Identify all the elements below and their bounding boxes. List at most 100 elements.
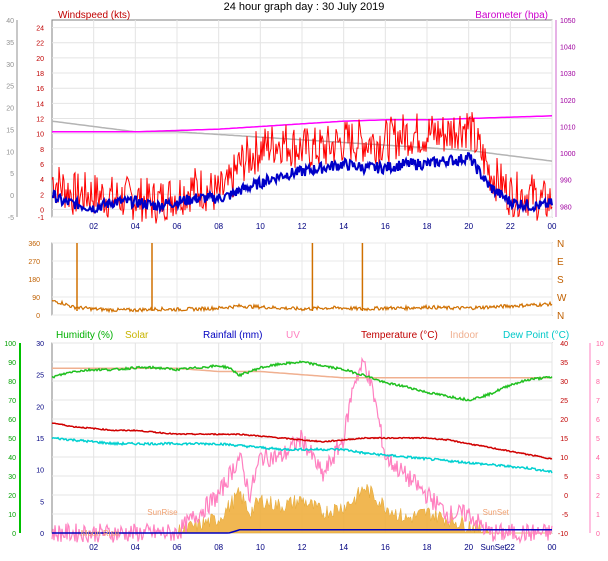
wind-inner-tick-label: 18 bbox=[36, 71, 44, 78]
wind-inner-tick-label: 14 bbox=[36, 101, 44, 108]
baro-tick-label: 1050 bbox=[560, 18, 576, 25]
legend-item-6: Dew Point (°C) bbox=[503, 330, 569, 341]
wind-x-tick-label: 22 bbox=[506, 222, 515, 231]
wind-inner-tick-label: 24 bbox=[36, 26, 44, 33]
wind-x-tick-label: 06 bbox=[173, 222, 182, 231]
temp-x-tick-label: 20 bbox=[464, 543, 473, 552]
baro-tick-label: 1010 bbox=[560, 124, 576, 131]
moonset-annotation: SunSet bbox=[481, 543, 508, 552]
wind-inner-tick-label: 12 bbox=[36, 117, 44, 124]
wind-x-tick-label: 18 bbox=[423, 222, 432, 231]
humidity-tick-label: 100 bbox=[4, 341, 16, 348]
temp-x-tick-label: 14 bbox=[339, 543, 348, 552]
temp-tick-label: 35 bbox=[560, 360, 568, 367]
temp-x-tick-label: 18 bbox=[423, 543, 432, 552]
windspeed-label: Windspeed (kts) bbox=[58, 10, 130, 21]
humidity-tick-label: 40 bbox=[8, 455, 16, 462]
uv-tick-label: 4 bbox=[596, 455, 600, 462]
wind-outer-tick-label: 15 bbox=[6, 127, 14, 134]
humidity-tick-label: 70 bbox=[8, 398, 16, 405]
inner-tick-label: 25 bbox=[36, 373, 44, 380]
humidity-tick-label: 80 bbox=[8, 379, 16, 386]
humidity-tick-label: 0 bbox=[12, 531, 16, 538]
temp-tick-label: 10 bbox=[560, 455, 568, 462]
humidity-tick-label: 60 bbox=[8, 417, 16, 424]
wind-outer-tick-label: 25 bbox=[6, 84, 14, 91]
wind-inner-tick-label: 6 bbox=[40, 162, 44, 169]
humidity-tick-label: 90 bbox=[8, 360, 16, 367]
wind-x-tick-label: 20 bbox=[464, 222, 473, 231]
wind-inner-tick-label: -1 bbox=[38, 215, 44, 222]
legend-item-4: Temperature (°C) bbox=[361, 330, 438, 341]
temp-tick-label: -10 bbox=[558, 531, 568, 538]
wind-outer-tick-label: 10 bbox=[6, 149, 14, 156]
wind-inner-tick-label: 8 bbox=[40, 147, 44, 154]
temp-x-tick-label: 22 bbox=[506, 543, 515, 552]
temp-x-tick-label: 06 bbox=[173, 543, 182, 552]
humidity-tick-label: 50 bbox=[8, 436, 16, 443]
temp-x-tick-label: 16 bbox=[381, 543, 390, 552]
gust-line bbox=[51, 112, 553, 224]
wind-outer-tick-label: 5 bbox=[10, 171, 14, 178]
temp-tick-label: 0 bbox=[564, 493, 568, 500]
wind-inner-tick-label: 2 bbox=[40, 192, 44, 199]
inner-tick-label: 15 bbox=[36, 436, 44, 443]
barometer-label: Barometer (hpa) bbox=[475, 10, 548, 21]
temp-tick-label: -5 bbox=[562, 512, 568, 519]
uv-tick-label: 3 bbox=[596, 474, 600, 481]
temp-x-tick-label: 10 bbox=[256, 543, 265, 552]
legend-item-1: Solar bbox=[125, 330, 149, 341]
temp-x-tick-label: 08 bbox=[214, 543, 223, 552]
wind-outer-tick-label: 35 bbox=[6, 40, 14, 47]
baro-tick-label: 1000 bbox=[560, 151, 576, 158]
compass-label: S bbox=[557, 275, 564, 286]
inner-tick-label: 0 bbox=[40, 531, 44, 538]
temp-tick-label: 40 bbox=[560, 341, 568, 348]
compass-label: E bbox=[557, 257, 564, 268]
temp-x-tick-label: 12 bbox=[298, 543, 307, 552]
uv-tick-label: 7 bbox=[596, 398, 600, 405]
wind-inner-tick-label: 4 bbox=[40, 177, 44, 184]
wind-inner-tick-label: 16 bbox=[36, 86, 44, 93]
moonrise-annotation: Moon Rise bbox=[81, 529, 120, 538]
temp-x-tick-label: 02 bbox=[89, 543, 98, 552]
legend-item-5: Indoor bbox=[450, 330, 479, 341]
direction-tick-label: 180 bbox=[28, 277, 40, 284]
uv-tick-label: 1 bbox=[596, 512, 600, 519]
baro-tick-label: 1040 bbox=[560, 45, 576, 52]
inner-tick-label: 10 bbox=[36, 468, 44, 475]
humidity-tick-label: 10 bbox=[8, 512, 16, 519]
temperature-line bbox=[51, 422, 553, 460]
direction-tick-label: 90 bbox=[32, 295, 40, 302]
uv-tick-label: 10 bbox=[596, 341, 604, 348]
baro-tick-label: 980 bbox=[560, 204, 572, 211]
uv-tick-label: 0 bbox=[596, 531, 600, 538]
humidity-tick-label: 30 bbox=[8, 474, 16, 481]
direction-tick-label: 270 bbox=[28, 259, 40, 266]
wind-outer-tick-label: 20 bbox=[6, 106, 14, 113]
compass-label: W bbox=[557, 293, 567, 304]
wind-inner-tick-label: 0 bbox=[40, 207, 44, 214]
humidity-tick-label: 20 bbox=[8, 493, 16, 500]
wind-x-tick-label: 00 bbox=[548, 222, 557, 231]
inner-tick-label: 20 bbox=[36, 404, 44, 411]
wind-x-tick-label: 04 bbox=[131, 222, 140, 231]
legend-item-0: Humidity (%) bbox=[56, 330, 113, 341]
sunset-annotation: SunSet bbox=[483, 508, 510, 517]
uv-tick-label: 8 bbox=[596, 379, 600, 386]
wind-inner-tick-label: 10 bbox=[36, 132, 44, 139]
wind-inner-tick-label: 20 bbox=[36, 56, 44, 63]
wind-outer-tick-label: 0 bbox=[10, 193, 14, 200]
uv-line bbox=[51, 356, 553, 545]
wind-x-tick-label: 14 bbox=[339, 222, 348, 231]
uv-tick-label: 2 bbox=[596, 493, 600, 500]
uv-tick-label: 5 bbox=[596, 436, 600, 443]
page-title: 24 hour graph day : 30 July 2019 bbox=[224, 1, 385, 13]
baro-tick-label: 1030 bbox=[560, 71, 576, 78]
uv-tick-label: 9 bbox=[596, 360, 600, 367]
wind-outer-tick-label: 40 bbox=[6, 18, 14, 25]
wind-inner-tick-label: 22 bbox=[36, 41, 44, 48]
direction-line bbox=[51, 299, 553, 314]
temp-tick-label: 15 bbox=[560, 436, 568, 443]
sunrise-annotation: SunRise bbox=[147, 508, 178, 517]
